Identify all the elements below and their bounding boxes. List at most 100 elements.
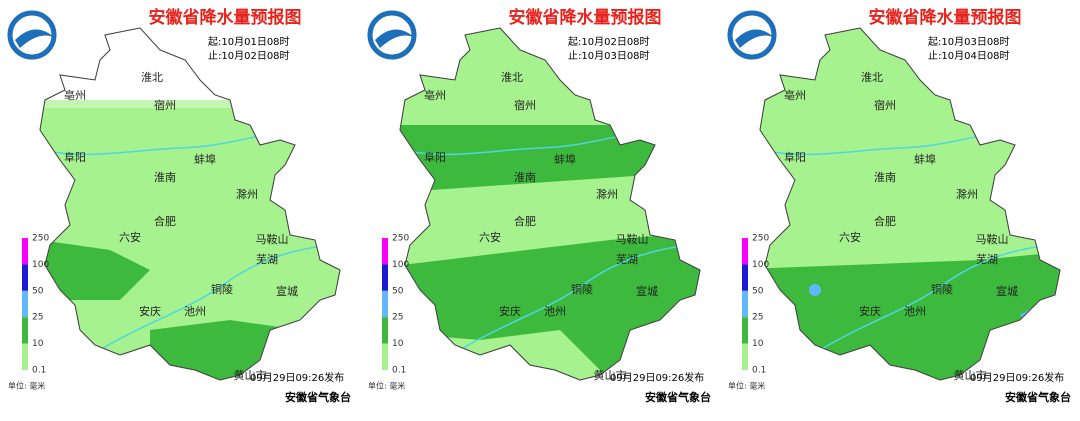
map-fill: [400, 28, 700, 380]
unit: 单位: 毫米: [8, 381, 45, 391]
legend-swatch: [382, 290, 388, 318]
city-label: 滁州: [236, 187, 258, 201]
legend-label: 50: [392, 286, 404, 296]
legend-swatch: [382, 317, 388, 344]
unit: 单位: 毫米: [368, 381, 405, 391]
title: 安徽省降水量预报图: [149, 7, 302, 28]
city-label: 马鞍山: [256, 232, 289, 246]
city-label: 安庆: [859, 304, 881, 318]
city-label: 淮南: [154, 171, 176, 184]
legend-label: 50: [752, 286, 764, 296]
legend-label: 0.1: [752, 366, 766, 376]
city-label: 淮北: [861, 71, 883, 84]
city-label: 芜湖: [976, 252, 998, 266]
map-fill: [40, 28, 340, 380]
logo: [375, 29, 415, 48]
title: 安徽省降水量预报图: [869, 7, 1022, 28]
legend-label: 10: [752, 339, 764, 349]
legend-label: 10: [392, 339, 404, 349]
city-label: 安庆: [139, 304, 161, 318]
legend-swatch: [22, 343, 28, 370]
city-label: 淮南: [514, 171, 536, 184]
map-outline: [759, 27, 1061, 381]
city-label: 宣城: [636, 284, 658, 298]
city-label: 合肥: [154, 214, 176, 228]
city-label: 芜湖: [616, 252, 638, 266]
city-label: 宿州: [154, 98, 176, 112]
city-label: 淮南: [874, 171, 896, 184]
city-label: 合肥: [514, 214, 536, 228]
city-label: 阜阳: [64, 151, 86, 164]
city-label: 马鞍山: [616, 232, 649, 246]
city-label: 淮北: [141, 71, 163, 84]
end-time: 止:10月04日08时: [928, 50, 1010, 62]
map-fill: [760, 28, 1060, 380]
legend-label: 0.1: [392, 366, 406, 376]
legend-swatch: [22, 317, 28, 344]
legend-swatch: [742, 290, 748, 318]
legend-label: 25: [752, 313, 763, 323]
rain-area: [790, 335, 810, 355]
legend-label: 250: [392, 234, 409, 244]
city-label: 阜阳: [784, 151, 806, 164]
city-label: 蚌埠: [194, 152, 216, 166]
legend-swatch: [22, 264, 28, 291]
legend-swatch: [22, 290, 28, 318]
city-label: 淮北: [501, 71, 523, 84]
city-label: 安庆: [499, 304, 521, 318]
city-label: 六安: [839, 230, 861, 244]
legend-label: 0.1: [32, 366, 46, 376]
city-label: 黄山市: [954, 368, 987, 382]
start-time: 起:10月02日08时: [568, 36, 650, 48]
city-label: 池州: [184, 305, 206, 318]
title: 安徽省降水量预报图: [509, 7, 662, 28]
city-label: 亳州: [64, 88, 86, 102]
city-label: 宣城: [276, 284, 298, 298]
city-label: 蚌埠: [554, 152, 576, 166]
logo: [15, 29, 55, 48]
issued: 09月29日09:26发布: [250, 371, 344, 384]
city-label: 铜陵: [931, 282, 953, 296]
legend-label: 25: [32, 313, 43, 323]
rain-area: [40, 240, 150, 300]
legend-label: 250: [752, 234, 769, 244]
map-outline: [399, 27, 701, 381]
logo: [735, 29, 775, 48]
city-label: 亳州: [424, 88, 446, 102]
unit: 单位: 毫米: [728, 381, 765, 391]
legend-swatch: [382, 264, 388, 291]
rain-area: [400, 28, 700, 380]
end-time: 止:10月02日08时: [208, 50, 290, 62]
city-label: 黄山市: [234, 368, 267, 382]
legend-swatch: [742, 343, 748, 370]
river: [459, 244, 691, 351]
agency: 安徽省气象台: [645, 390, 711, 404]
city-label: 池州: [904, 305, 926, 318]
legend-label: 100: [752, 260, 769, 270]
map-outline: [39, 27, 341, 381]
city-label: 铜陵: [211, 282, 233, 296]
legend-swatch: [742, 317, 748, 344]
rain-area: [150, 320, 300, 380]
legend-label: 100: [392, 260, 409, 270]
city-label: 芜湖: [256, 252, 278, 266]
city-label: 六安: [119, 230, 141, 244]
city-label: 滁州: [956, 187, 978, 201]
city-label: 黄山市: [594, 368, 627, 382]
legend-swatch: [742, 238, 748, 265]
city-label: 宣城: [996, 284, 1018, 298]
city-label: 宿州: [874, 98, 896, 112]
legend-swatch: [382, 343, 388, 370]
legend-swatch: [742, 264, 748, 291]
city-label: 六安: [479, 230, 501, 244]
city-label: 池州: [544, 305, 566, 318]
agency: 安徽省气象台: [285, 390, 351, 404]
city-label: 宿州: [514, 98, 536, 112]
legend-label: 50: [32, 286, 44, 296]
rain-area: [40, 100, 340, 108]
river: [99, 244, 331, 351]
logo: [7, 10, 57, 60]
